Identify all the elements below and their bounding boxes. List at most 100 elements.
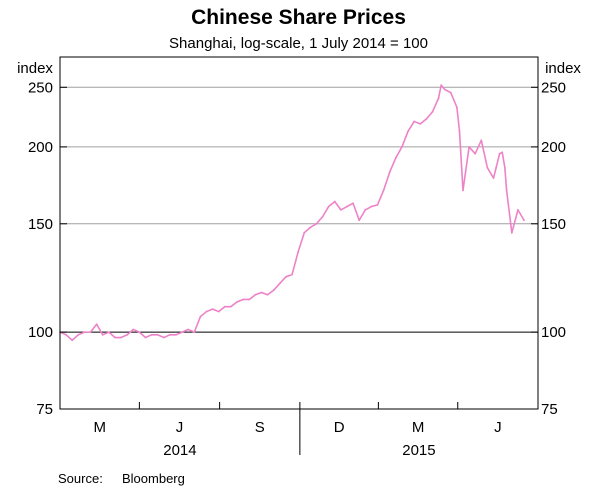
chart-title: Chinese Share Prices — [191, 6, 406, 29]
gridlines — [60, 86, 538, 225]
data-point-0-51 — [370, 205, 373, 208]
y-tick-label-left-75: 75 — [36, 401, 53, 418]
data-point-0-20 — [181, 331, 184, 334]
data-point-0-47 — [346, 205, 348, 208]
y-ticks-left: 75 100 150 200 250 — [28, 79, 67, 418]
data-point-0-72 — [486, 166, 489, 169]
data-point-0-62 — [437, 97, 440, 100]
data-point-0-49 — [358, 219, 361, 222]
data-point-0-11 — [126, 333, 129, 336]
x-ticks — [138, 402, 459, 409]
data-point-0-50 — [364, 208, 367, 211]
data-point-0-43 — [321, 215, 324, 218]
year-label-2014: 2014 — [163, 442, 196, 459]
data-point-0-58 — [413, 120, 416, 123]
data-point-0-22 — [193, 331, 196, 334]
y-tick-label-right-250: 250 — [541, 79, 566, 96]
y-tick-label-right-200: 200 — [541, 139, 566, 156]
data-point-0-44 — [327, 205, 330, 208]
data-point-0-59 — [419, 122, 422, 125]
y-tick-label-right-100: 100 — [541, 324, 566, 341]
data-point-0-78 — [505, 189, 508, 192]
data-point-0-5 — [89, 331, 92, 334]
data-point-0-3 — [77, 333, 80, 336]
y-tick-label-left-200: 200 — [28, 139, 53, 156]
x-tick-label-0: M — [93, 419, 106, 436]
data-point-0-63 — [440, 84, 443, 87]
data-point-0-46 — [339, 208, 342, 211]
data-point-0-53 — [382, 189, 385, 192]
data-point-0-12 — [132, 328, 135, 331]
x-tick-label-3: D — [334, 419, 345, 436]
data-point-0-10 — [120, 336, 122, 339]
series-layer — [59, 84, 525, 342]
data-point-0-57 — [407, 130, 409, 133]
data-point-0-55 — [394, 156, 397, 159]
source-label: Source: — [58, 471, 103, 486]
data-point-0-16 — [156, 333, 159, 336]
data-point-0-42 — [315, 222, 318, 225]
y-axis-left-label: index — [17, 60, 53, 77]
data-point-0-80 — [517, 208, 519, 211]
data-point-0-7 — [101, 333, 104, 336]
data-point-0-17 — [162, 336, 165, 339]
data-point-0-1 — [65, 333, 68, 336]
y-tick-label-right-75: 75 — [541, 401, 558, 418]
x-tick-label-5: J — [494, 419, 502, 436]
data-point-0-33 — [260, 291, 263, 294]
data-point-0-14 — [144, 336, 147, 339]
data-point-0-69 — [468, 146, 470, 148]
data-point-0-15 — [150, 333, 153, 336]
data-point-0-30 — [242, 298, 245, 301]
data-point-0-61 — [431, 110, 434, 113]
x-tick-label-2: S — [255, 419, 265, 436]
data-point-0-29 — [236, 300, 238, 303]
data-point-0-13 — [138, 331, 141, 334]
data-point-0-25 — [211, 308, 214, 310]
data-point-0-56 — [401, 146, 403, 148]
y-tick-label-right-150: 150 — [541, 216, 566, 233]
data-point-0-28 — [230, 305, 232, 308]
data-point-0-64 — [443, 88, 446, 91]
data-point-0-8 — [107, 331, 110, 334]
data-point-0-67 — [458, 130, 461, 133]
data-point-0-39 — [297, 251, 300, 253]
plot-frame — [59, 56, 539, 410]
data-point-0-60 — [425, 118, 428, 120]
data-point-0-81 — [523, 219, 525, 222]
data-point-0-27 — [223, 305, 226, 308]
data-point-0-70 — [474, 152, 477, 155]
data-point-0-74 — [495, 166, 498, 169]
data-point-0-24 — [205, 310, 208, 313]
year-label-2015: 2015 — [402, 442, 435, 459]
data-point-0-79 — [510, 231, 513, 234]
data-point-0-77 — [503, 166, 506, 169]
y-tick-label-left-100: 100 — [28, 324, 53, 341]
data-point-0-9 — [114, 336, 116, 339]
data-point-0-54 — [388, 171, 391, 174]
data-point-0-73 — [492, 177, 495, 179]
data-point-0-66 — [455, 106, 458, 109]
data-point-0-19 — [175, 333, 177, 336]
data-point-0-41 — [309, 226, 312, 229]
data-point-0-48 — [352, 202, 354, 205]
data-point-0-2 — [71, 339, 74, 342]
data-point-0-26 — [217, 310, 220, 313]
data-point-0-76 — [501, 151, 504, 154]
data-point-0-45 — [333, 200, 336, 203]
data-point-0-68 — [462, 189, 464, 192]
series-line-0 — [59, 84, 525, 342]
y-tick-label-left-150: 150 — [28, 216, 53, 233]
data-point-0-31 — [248, 298, 251, 301]
data-point-0-18 — [169, 333, 171, 336]
data-point-0-21 — [187, 328, 190, 331]
data-point-0-6 — [95, 323, 98, 326]
data-point-0-36 — [278, 282, 281, 285]
x-tick-label-1: J — [176, 419, 184, 436]
data-point-0-34 — [266, 293, 269, 296]
data-point-0-40 — [303, 231, 306, 234]
data-point-0-75 — [498, 152, 501, 155]
data-point-0-32 — [254, 293, 257, 296]
